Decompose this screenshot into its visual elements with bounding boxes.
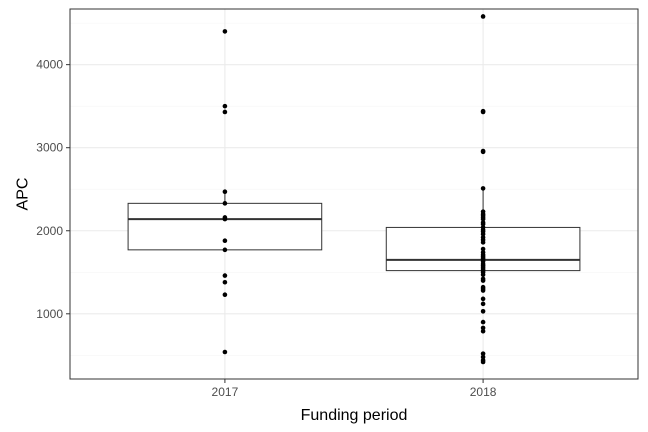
data-point [222,109,228,115]
y-tick-label: 2000 [36,224,63,238]
data-point [222,247,228,253]
points-layer [222,14,486,365]
data-point [222,216,228,222]
data-point [480,278,486,283]
data-point [480,351,486,356]
x-axis-title: Funding period [301,407,408,424]
data-point [480,246,486,252]
data-point [222,189,228,195]
x-tick-label: 2017 [212,385,239,399]
gridlines [70,9,638,379]
y-tick-label: 1000 [36,307,63,321]
panel-background [70,9,638,379]
data-point [222,279,228,285]
data-point [480,149,486,155]
data-point [480,240,486,245]
data-point [480,301,486,307]
data-point [480,288,486,293]
y-tick-label: 3000 [36,141,63,155]
data-point [480,319,486,325]
data-point [480,186,486,191]
data-point [222,349,228,355]
y-tick-label: 4000 [36,58,63,72]
data-point [480,221,486,227]
data-point [480,272,486,278]
data-point [222,201,228,206]
data-point [480,354,486,360]
data-point [480,216,486,222]
x-tick-label: 2018 [470,385,497,399]
data-point [222,29,228,34]
data-point [480,109,486,115]
data-point [480,309,486,314]
axes-layer: 1000 2000 3000 4000 2017 2018 [36,58,496,399]
data-point [222,238,228,244]
data-point [222,292,228,298]
data-point [480,14,486,19]
y-axis-title: APC [15,178,32,211]
data-point [480,328,486,334]
data-point [480,325,486,331]
data-point [480,359,486,365]
data-point [480,296,486,302]
data-point [480,231,486,237]
data-point [222,273,228,278]
panel-border [69,8,639,380]
data-point [222,103,228,109]
